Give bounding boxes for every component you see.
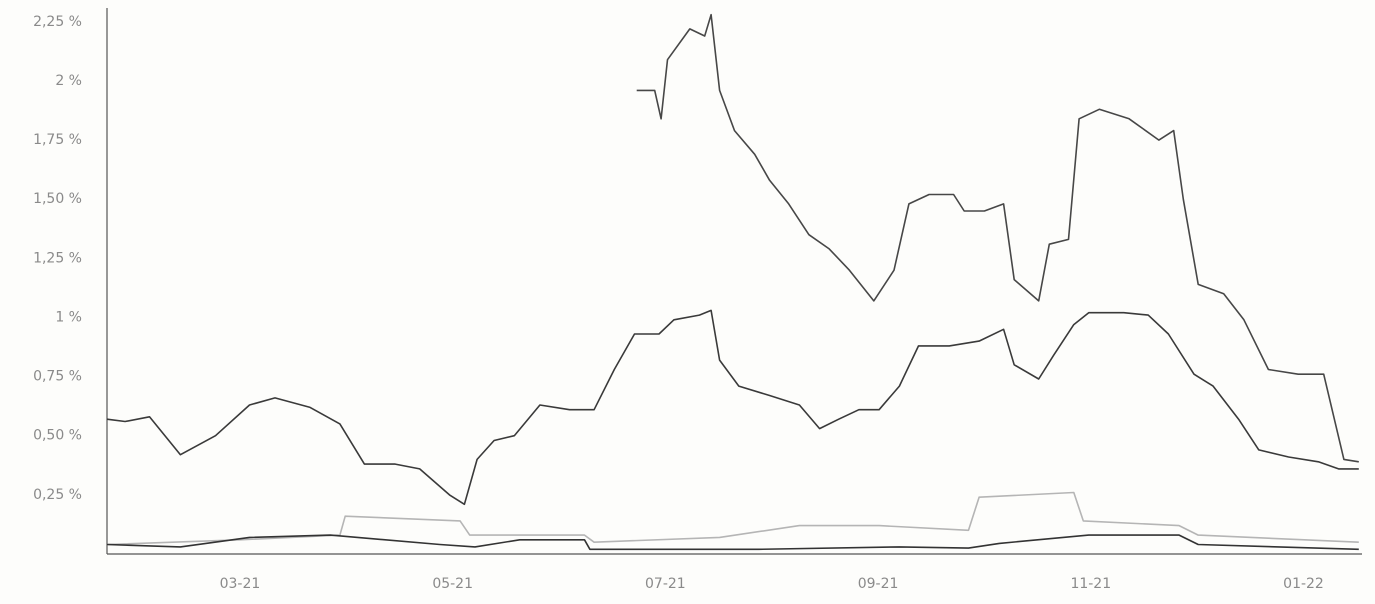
series-line [636, 13, 1359, 463]
y-tick-label: 1 % [55, 309, 82, 325]
y-tick-label: 1,75 % [33, 132, 82, 148]
y-tick-label: 1,50 % [33, 191, 82, 207]
x-tick-label: 03-21 [220, 576, 261, 592]
y-tick-label: 0,50 % [33, 428, 82, 444]
series-line [106, 309, 1359, 506]
y-tick-label: 2,25 % [33, 14, 82, 30]
x-tick-label: 05-21 [432, 576, 473, 592]
y-tick-label: 0,75 % [33, 369, 82, 385]
x-tick-label: 11-21 [1070, 576, 1111, 592]
x-tick-label: 01-22 [1283, 576, 1324, 592]
y-tick-label: 0,25 % [33, 487, 82, 503]
y-tick-label: 2 % [55, 73, 82, 89]
y-tick-label: 1,25 % [33, 250, 82, 266]
series-line [106, 491, 1359, 546]
x-tick-label: 09-21 [858, 576, 899, 592]
series-line [106, 534, 1359, 551]
x-tick-label: 07-21 [645, 576, 686, 592]
